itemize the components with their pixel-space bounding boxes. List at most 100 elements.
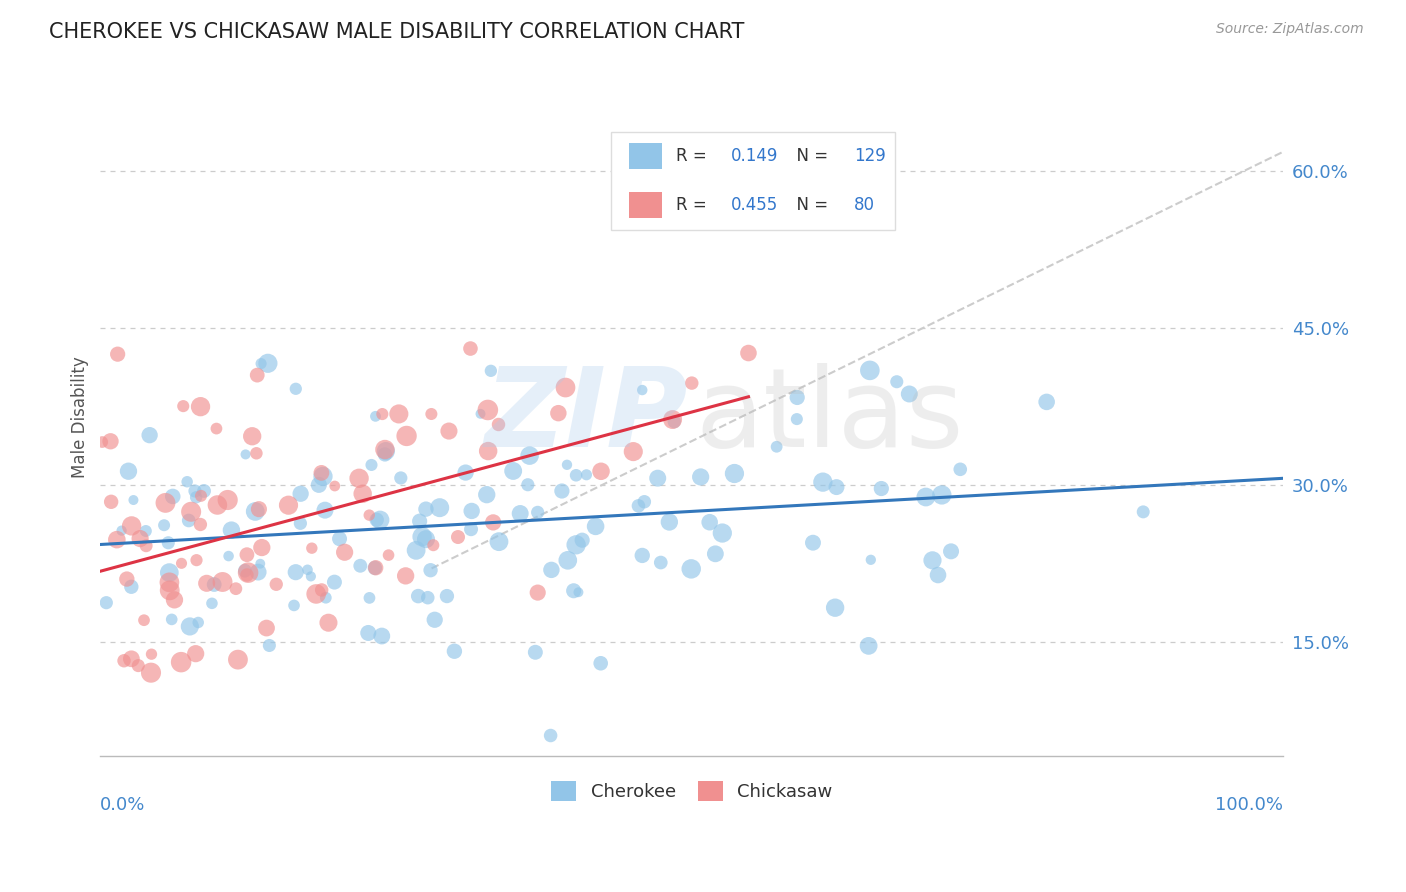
Point — [162, 490, 184, 504]
Point — [364, 409, 387, 424]
Point — [571, 533, 593, 548]
Point — [454, 466, 477, 480]
Point — [859, 553, 882, 567]
Point — [180, 505, 202, 519]
Point — [264, 577, 287, 591]
Point — [406, 589, 429, 603]
Point — [460, 342, 482, 356]
Point — [447, 530, 470, 544]
Point — [259, 639, 281, 653]
Point — [186, 553, 208, 567]
Point — [250, 541, 273, 555]
Point — [301, 541, 323, 556]
Point — [100, 495, 122, 509]
Point — [250, 357, 273, 371]
Point — [405, 543, 427, 558]
Point — [245, 504, 267, 518]
Point — [157, 535, 180, 549]
Point — [315, 591, 337, 605]
Point — [858, 639, 880, 653]
Point — [318, 615, 340, 630]
Point — [236, 548, 259, 562]
Point — [562, 583, 585, 598]
Point — [233, 564, 256, 578]
Point — [217, 493, 239, 508]
Point — [314, 503, 336, 517]
Point — [526, 505, 548, 519]
Point — [172, 399, 194, 413]
Point — [931, 488, 953, 502]
Text: 129: 129 — [853, 147, 886, 165]
Point — [141, 647, 163, 661]
Point — [117, 464, 139, 478]
Point — [460, 504, 482, 518]
Point — [312, 469, 335, 483]
Text: N =: N = — [786, 147, 834, 165]
Point — [170, 557, 193, 571]
Point — [246, 368, 269, 383]
Point — [870, 482, 893, 496]
Point — [245, 446, 267, 460]
Point — [218, 549, 240, 563]
Point — [1132, 505, 1154, 519]
Point — [201, 596, 224, 610]
Point — [112, 654, 135, 668]
Point — [509, 507, 531, 521]
Point — [184, 491, 207, 505]
Point — [516, 477, 538, 491]
Point — [411, 530, 433, 544]
Point — [290, 516, 312, 531]
Point — [585, 519, 607, 533]
Point — [127, 658, 149, 673]
Point — [170, 655, 193, 669]
Text: Source: ZipAtlas.com: Source: ZipAtlas.com — [1216, 22, 1364, 37]
Point — [110, 524, 132, 538]
Point — [122, 493, 145, 508]
Point — [437, 424, 460, 438]
Point — [567, 585, 589, 599]
Point — [159, 583, 181, 598]
Point — [184, 647, 207, 661]
Point — [477, 444, 499, 458]
Point — [184, 483, 207, 498]
Text: N =: N = — [786, 196, 834, 214]
Point — [138, 428, 160, 442]
Point — [135, 539, 157, 553]
Point — [247, 502, 270, 516]
Point — [297, 563, 319, 577]
Point — [129, 532, 152, 546]
Point — [284, 382, 307, 396]
Point — [305, 587, 328, 601]
Point — [157, 566, 180, 580]
Point — [308, 478, 330, 492]
Point — [519, 449, 541, 463]
Text: CHEROKEE VS CHICKASAW MALE DISABILITY CORRELATION CHART: CHEROKEE VS CHICKASAW MALE DISABILITY CO… — [49, 22, 745, 42]
Point — [277, 498, 299, 512]
Point — [115, 572, 138, 586]
Point — [416, 591, 439, 605]
Text: 100.0%: 100.0% — [1215, 796, 1284, 814]
Point — [359, 591, 381, 605]
FancyBboxPatch shape — [612, 132, 896, 230]
Point — [155, 496, 177, 510]
Point — [374, 442, 396, 457]
Point — [540, 729, 562, 743]
Point — [235, 447, 257, 461]
Point — [737, 346, 759, 360]
Point — [299, 569, 322, 583]
Point — [352, 487, 374, 501]
Point — [408, 514, 430, 528]
Point — [423, 613, 446, 627]
Point — [176, 475, 198, 489]
Point — [650, 556, 672, 570]
Point — [221, 523, 243, 537]
Legend: Cherokee, Chickasaw: Cherokee, Chickasaw — [544, 774, 839, 808]
Point — [631, 383, 654, 397]
Point — [236, 566, 259, 580]
Point — [647, 471, 669, 485]
Point — [621, 444, 644, 458]
Point — [120, 580, 142, 594]
Point — [323, 575, 346, 590]
Point — [211, 574, 233, 589]
Point — [311, 582, 333, 597]
